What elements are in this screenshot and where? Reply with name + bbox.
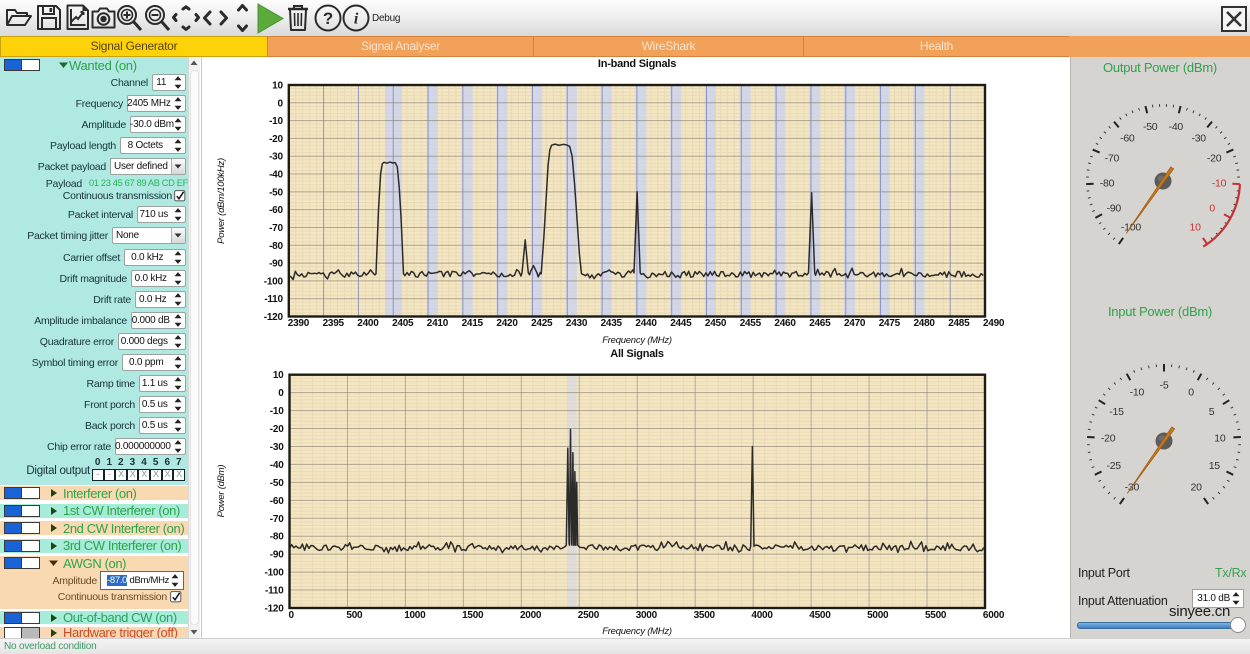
svg-text:2435: 2435 [601,318,623,329]
svg-text:1500: 1500 [462,610,484,621]
svg-text:10: 10 [1214,433,1226,445]
svg-text:Power (dBm/100kHz): Power (dBm/100kHz) [216,158,227,244]
svg-text:4500: 4500 [809,610,831,621]
svg-text:-60: -60 [269,205,283,216]
svg-text:2450: 2450 [705,318,727,329]
svg-text:2485: 2485 [948,318,970,329]
svg-text:-70: -70 [270,514,284,525]
svg-text:-40: -40 [1169,121,1184,133]
svg-text:5000: 5000 [867,610,889,621]
svg-text:-30: -30 [269,152,283,163]
svg-text:-20: -20 [270,424,284,435]
svg-text:2455: 2455 [740,318,762,329]
svg-text:2500: 2500 [578,610,600,621]
svg-text:3500: 3500 [694,610,716,621]
svg-text:-20: -20 [1101,433,1116,445]
svg-text:0: 0 [277,98,283,109]
svg-text:2465: 2465 [809,318,831,329]
svg-text:-5: -5 [1160,380,1169,392]
svg-text:-100: -100 [264,276,284,287]
svg-text:-80: -80 [269,241,283,252]
svg-text:-50: -50 [1143,121,1158,133]
svg-text:2480: 2480 [914,318,936,329]
svg-text:0: 0 [1209,202,1215,214]
svg-text:-90: -90 [269,259,283,270]
svg-text:1000: 1000 [404,610,426,621]
svg-text:-30: -30 [270,442,284,453]
svg-text:In-band Signals: In-band Signals [598,58,676,70]
svg-text:-100: -100 [264,568,284,579]
svg-text:2395: 2395 [323,318,345,329]
svg-text:Power (dBm): Power (dBm) [216,465,227,518]
svg-text:-120: -120 [264,312,284,323]
svg-text:-40: -40 [269,170,283,181]
svg-text:All Signals: All Signals [610,348,664,360]
svg-text:2460: 2460 [774,318,796,329]
svg-text:-30: -30 [1191,132,1206,144]
svg-text:?: ? [323,9,333,28]
svg-text:20: 20 [1191,481,1203,493]
svg-text:4000: 4000 [751,610,773,621]
svg-text:-50: -50 [269,187,283,198]
svg-text:3000: 3000 [636,610,658,621]
svg-text:Frequency (MHz): Frequency (MHz) [602,626,672,637]
svg-text:-80: -80 [270,532,284,543]
svg-text:10: 10 [273,370,284,381]
svg-text:-90: -90 [1107,202,1122,214]
svg-text:10: 10 [272,81,283,92]
svg-text:-40: -40 [270,460,284,471]
svg-text:15: 15 [1209,460,1221,472]
svg-text:-30: -30 [1125,481,1140,493]
svg-text:-60: -60 [1120,132,1135,144]
svg-text:2475: 2475 [879,318,901,329]
svg-text:0: 0 [1188,387,1194,399]
svg-text:2000: 2000 [520,610,542,621]
svg-text:-50: -50 [270,478,284,489]
svg-text:-110: -110 [264,294,283,305]
svg-text:-15: -15 [1109,406,1124,418]
svg-text:-100: -100 [1121,221,1141,233]
svg-text:-10: -10 [1130,387,1145,399]
svg-text:2400: 2400 [357,318,379,329]
svg-text:-20: -20 [269,134,283,145]
svg-text:10: 10 [1190,221,1202,233]
svg-text:-20: -20 [1207,153,1222,165]
svg-text:2390: 2390 [288,318,310,329]
svg-text:-90: -90 [270,550,284,561]
svg-text:0: 0 [278,388,284,399]
svg-text:Frequency (MHz): Frequency (MHz) [602,335,672,346]
svg-text:2420: 2420 [496,318,518,329]
svg-text:5: 5 [1209,406,1215,418]
svg-text:-10: -10 [270,406,284,417]
svg-text:2445: 2445 [670,318,692,329]
svg-text:2405: 2405 [392,318,414,329]
svg-text:2410: 2410 [427,318,449,329]
svg-text:2430: 2430 [566,318,588,329]
svg-text:2440: 2440 [635,318,657,329]
svg-text:-70: -70 [1105,153,1120,165]
svg-text:-70: -70 [269,223,283,234]
svg-text:2425: 2425 [531,318,553,329]
svg-text:-120: -120 [264,604,284,615]
svg-text:-110: -110 [265,586,284,597]
svg-text:2415: 2415 [462,318,484,329]
svg-text:-10: -10 [1212,178,1227,190]
svg-text:500: 500 [346,610,363,621]
svg-text:6000: 6000 [983,610,1005,621]
svg-text:-25: -25 [1106,460,1121,472]
svg-text:i: i [354,11,359,28]
svg-text:2490: 2490 [983,318,1005,329]
svg-text:-60: -60 [270,496,284,507]
svg-text:5500: 5500 [925,610,947,621]
svg-text:-80: -80 [1100,178,1115,190]
svg-text:-10: -10 [269,116,283,127]
svg-text:0: 0 [289,610,295,621]
svg-text:2470: 2470 [844,318,866,329]
